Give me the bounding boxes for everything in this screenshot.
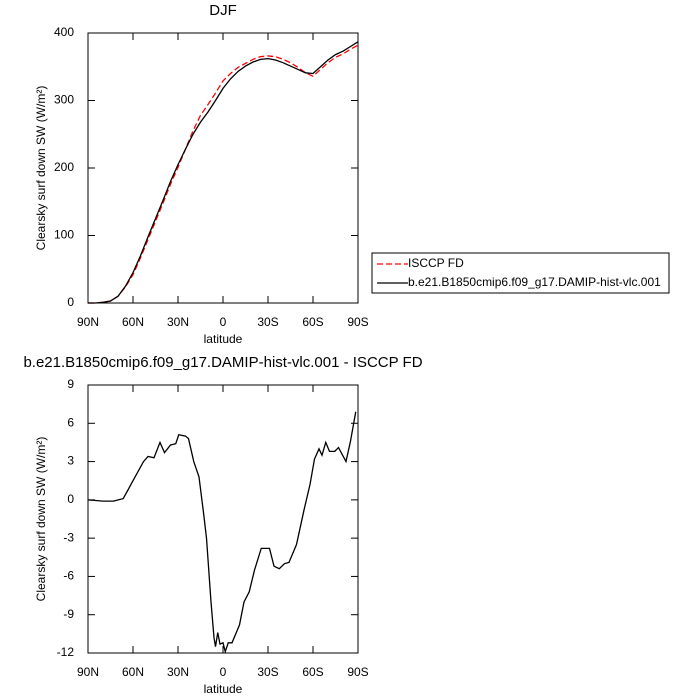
x-tick-label: 60N <box>122 665 144 679</box>
x-tick-label: 90N <box>77 665 99 679</box>
x-tick-label: 30S <box>257 665 278 679</box>
y-tick-label: 0 <box>67 295 74 309</box>
y-tick-label: -12 <box>57 645 75 659</box>
legend-box <box>371 252 670 294</box>
y-tick-label: 6 <box>67 415 74 429</box>
plot-frame <box>87 32 359 304</box>
data-line <box>88 41 359 304</box>
x-tick-label: 0 <box>220 315 227 329</box>
x-tick-label: 30N <box>167 315 189 329</box>
x-tick-label: 0 <box>220 665 227 679</box>
chart-title: DJF <box>209 2 237 19</box>
y-axis-label: Clearsky surf down SW (W/m²) <box>34 437 48 602</box>
legend-label: ISCCP FD <box>408 256 464 270</box>
x-tick-label: 90S <box>347 315 368 329</box>
y-tick-label: 200 <box>54 160 74 174</box>
x-tick-label: 60S <box>302 665 323 679</box>
y-tick-label: -6 <box>63 569 74 583</box>
y-tick-label: 100 <box>54 228 74 242</box>
plot-frame <box>87 384 359 654</box>
y-axis-label: Clearsky surf down SW (W/m²) <box>34 86 48 251</box>
x-tick-label: 60S <box>302 315 323 329</box>
y-tick-label: 300 <box>54 93 74 107</box>
x-tick-label: 30N <box>167 665 189 679</box>
data-line <box>87 411 357 655</box>
x-tick-label: 60N <box>122 315 144 329</box>
y-tick-label: -3 <box>63 530 74 544</box>
y-tick-label: 3 <box>67 454 74 468</box>
chart-title: b.e21.B1850cmip6.f09_g17.DAMIP-hist-vlc.… <box>23 354 422 371</box>
y-tick-label: 400 <box>54 25 74 39</box>
x-tick-label: 90N <box>77 315 99 329</box>
data-line <box>88 44 359 304</box>
y-tick-label: 0 <box>67 492 74 506</box>
y-tick-label: -9 <box>63 607 74 621</box>
x-axis-label: latitude <box>204 682 243 696</box>
x-tick-label: 90S <box>347 665 368 679</box>
x-axis-label: latitude <box>204 332 243 346</box>
y-tick-label: 9 <box>67 377 74 391</box>
x-tick-label: 30S <box>257 315 278 329</box>
legend-label: b.e21.B1850cmip6.f09_g17.DAMIP-hist-vlc.… <box>408 275 661 289</box>
